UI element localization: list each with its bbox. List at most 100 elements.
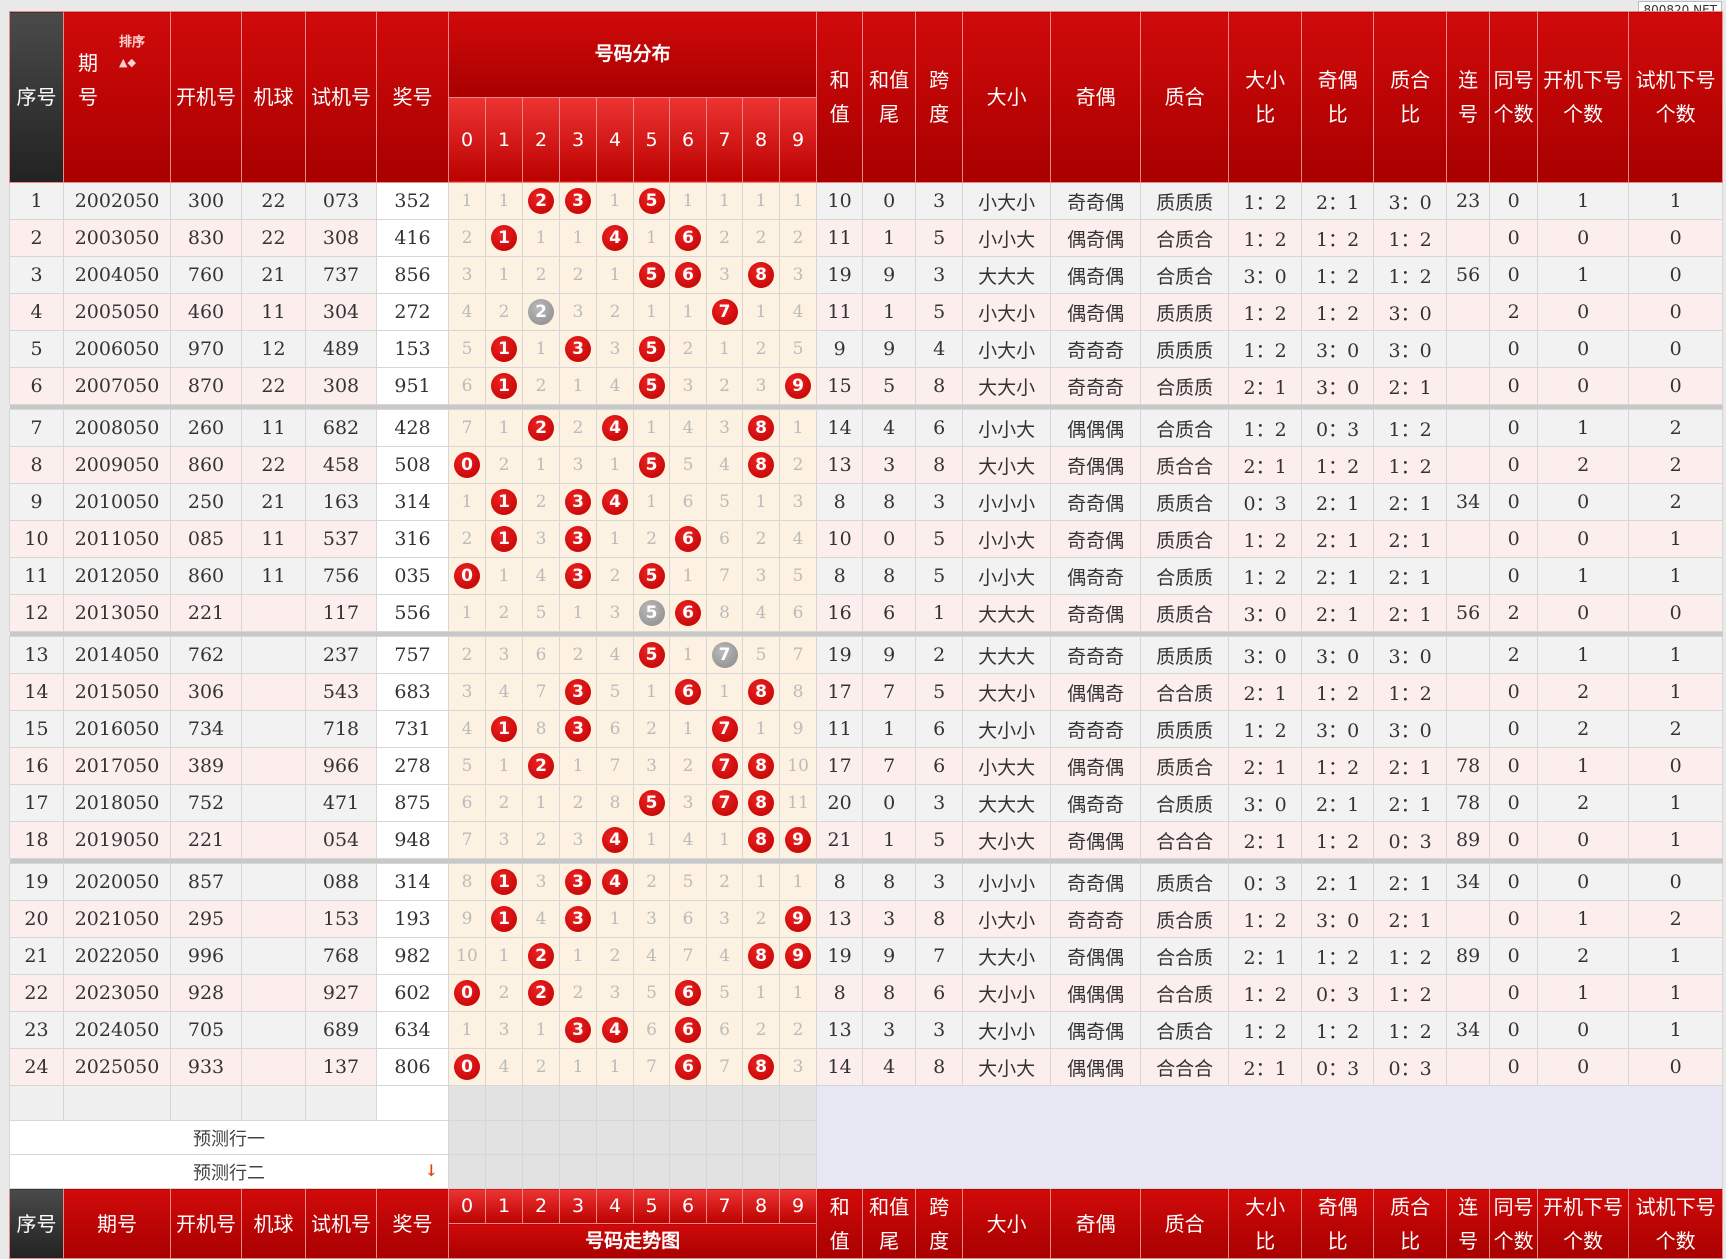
cell-span: 5 xyxy=(915,219,964,257)
blank-digit-cell[interactable] xyxy=(742,1085,780,1121)
dist-cell-2: 2 xyxy=(522,293,560,331)
blank-digit-cell[interactable] xyxy=(596,1085,634,1121)
blank-digit-cell[interactable] xyxy=(669,1085,707,1121)
predict-digit-cell-1[interactable] xyxy=(485,1120,523,1155)
hit-ball: 8 xyxy=(748,262,774,288)
predict-digit-cell-9[interactable] xyxy=(778,1120,818,1155)
predict-digit-cell-5[interactable] xyxy=(633,1154,670,1189)
cell-span: 5 xyxy=(915,821,964,859)
dist-cell-2: 4 xyxy=(522,900,560,938)
hit-ball: 7 xyxy=(711,790,738,816)
blank-digit-cell[interactable] xyxy=(559,1085,597,1121)
hit-ball: 1 xyxy=(491,336,517,362)
predict-digit-cell-0[interactable] xyxy=(448,1120,486,1155)
predict-digit-cell-6[interactable] xyxy=(669,1154,707,1189)
predict-digit-cell-9[interactable] xyxy=(778,1154,818,1189)
dist-cell-5: 3 xyxy=(633,747,670,785)
cell-zh: 质合合 xyxy=(1140,446,1230,484)
blank-digit-cell[interactable] xyxy=(633,1085,670,1121)
cell-dxb: 1：2 xyxy=(1228,520,1303,558)
down-arrow-icon[interactable]: ↓ xyxy=(424,1161,438,1180)
blank-digit-cell[interactable] xyxy=(522,1085,560,1121)
dist-cell-6: 7 xyxy=(669,937,707,975)
blank-stats-area xyxy=(816,1085,1724,1189)
blank-digit-cell[interactable] xyxy=(706,1085,743,1121)
cell-lian xyxy=(1446,293,1491,331)
repeat-ball: 7 xyxy=(711,642,738,668)
cell-dx: 大小小 xyxy=(962,974,1052,1012)
predict-digit-cell-8[interactable] xyxy=(742,1120,780,1155)
dist-cell-9: 3 xyxy=(778,1048,818,1086)
cell-dxb: 1：2 xyxy=(1228,974,1303,1012)
predict-digit-cell-3[interactable] xyxy=(559,1120,597,1155)
blank-digit-cell[interactable] xyxy=(778,1085,818,1121)
predict-digit-cell-2[interactable] xyxy=(522,1120,560,1155)
dist-cell-1: 2 xyxy=(485,293,523,331)
footer-zh: 质合 xyxy=(1140,1188,1230,1259)
dist-cell-1: 1 xyxy=(485,863,523,901)
predict-digit-cell-7[interactable] xyxy=(706,1154,743,1189)
cell-dx: 大大小 xyxy=(962,673,1052,711)
cell-zh: 合质质 xyxy=(1140,367,1230,405)
cell-period: 2025050 xyxy=(63,1048,171,1086)
dist-cell-5: 5 xyxy=(633,557,670,595)
dist-cell-8: 4 xyxy=(742,594,780,632)
dist-cell-6: 5 xyxy=(669,863,707,901)
blank-digit-cell[interactable] xyxy=(448,1085,486,1121)
hit-ball: 3 xyxy=(565,679,591,705)
predict-digit-cell-7[interactable] xyxy=(706,1120,743,1155)
dist-cell-5: 5 xyxy=(633,330,670,368)
dist-cell-1: 1 xyxy=(485,520,523,558)
cell-period: 2006050 xyxy=(63,330,171,368)
predict-digit-cell-1[interactable] xyxy=(485,1154,523,1189)
sort-arrows-icon[interactable]: ▲◆ xyxy=(119,56,136,69)
cell-kxia: 2 xyxy=(1537,710,1630,748)
predict-digit-cell-3[interactable] xyxy=(559,1154,597,1189)
dist-cell-6: 6 xyxy=(669,673,707,711)
cell-tong: 0 xyxy=(1489,409,1539,447)
predict-digit-cell-8[interactable] xyxy=(742,1154,780,1189)
cell-sxia: 1 xyxy=(1628,182,1724,220)
cell-seq: 2 xyxy=(9,219,64,257)
predict-digit-cell-5[interactable] xyxy=(633,1120,670,1155)
cell-tong: 0 xyxy=(1489,1011,1539,1049)
predict-digit-cell-0[interactable] xyxy=(448,1154,486,1189)
dist-cell-9: 2 xyxy=(778,219,818,257)
dist-cell-9: 10 xyxy=(778,747,818,785)
col-sxia: 试机下号 个数 xyxy=(1628,11,1724,183)
dist-cell-1: 1 xyxy=(485,747,523,785)
dist-cell-1: 1 xyxy=(485,256,523,294)
sort-button[interactable]: 排序 xyxy=(119,35,146,50)
cell-sum: 10 xyxy=(816,182,864,220)
cell-tail: 9 xyxy=(862,937,917,975)
cell-kxia: 2 xyxy=(1537,673,1630,711)
hit-ball: 5 xyxy=(638,790,665,816)
dist-cell-0: 6 xyxy=(448,784,486,822)
cell-sum: 20 xyxy=(816,784,864,822)
cell-kxia: 1 xyxy=(1537,256,1630,294)
predict-digit-cell-6[interactable] xyxy=(669,1120,707,1155)
cell-zh: 质质合 xyxy=(1140,483,1230,521)
cell-kaiji: 752 xyxy=(170,784,242,822)
cell-jiang: 508 xyxy=(376,446,449,484)
cell-tail: 3 xyxy=(862,900,917,938)
cell-period: 2014050 xyxy=(63,636,171,674)
footer-digit-4: 4 xyxy=(596,1188,634,1224)
col-period[interactable]: 期 号 排序 ▲◆ xyxy=(63,11,171,183)
predict-digit-cell-4[interactable] xyxy=(596,1154,634,1189)
cell-sum: 8 xyxy=(816,557,864,595)
predict-digit-cell-2[interactable] xyxy=(522,1154,560,1189)
predict-digit-cell-4[interactable] xyxy=(596,1120,634,1155)
blank-digit-cell[interactable] xyxy=(485,1085,523,1121)
cell-shiji: 682 xyxy=(305,409,377,447)
cell-tail: 7 xyxy=(862,673,917,711)
dist-cell-7: 6 xyxy=(706,1011,743,1049)
cell-span: 4 xyxy=(915,330,964,368)
cell-kaiji: 857 xyxy=(170,863,242,901)
cell-tong: 0 xyxy=(1489,747,1539,785)
dist-cell-0: 7 xyxy=(448,409,486,447)
dist-cell-2: 4 xyxy=(522,557,560,595)
cell-zhb: 0：3 xyxy=(1373,821,1448,859)
dist-cell-9: 1 xyxy=(778,182,818,220)
dist-cell-7: 7 xyxy=(706,747,743,785)
